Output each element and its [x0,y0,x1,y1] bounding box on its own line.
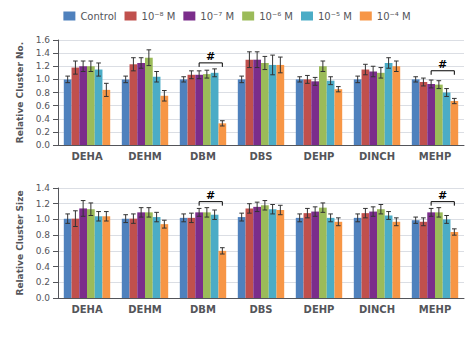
svg-text:10⁻⁴ M: 10⁻⁴ M [377,11,411,22]
svg-text:1.2: 1.2 [36,61,50,71]
svg-text:DEHP: DEHP [304,304,335,315]
svg-text:DBM: DBM [190,304,216,315]
svg-text:DEHP: DEHP [304,151,335,162]
svg-text:DEHA: DEHA [71,151,103,162]
svg-text:10⁻⁷ M: 10⁻⁷ M [200,11,234,22]
svg-text:1.0: 1.0 [36,74,51,84]
svg-text:0.8: 0.8 [36,88,51,98]
svg-text:0.2: 0.2 [36,127,50,137]
svg-text:10⁻⁶ M: 10⁻⁶ M [259,11,293,22]
svg-text:DINCH: DINCH [359,304,395,315]
svg-text:#: # [438,58,447,71]
svg-text:DEHA: DEHA [71,304,103,315]
svg-text:#: # [438,189,447,202]
svg-text:1.4: 1.4 [36,183,51,193]
svg-text:MEHP: MEHP [419,304,451,315]
svg-text:0.8: 0.8 [36,230,51,240]
svg-text:#: # [206,189,215,202]
svg-text:DEHM: DEHM [128,151,162,162]
svg-text:DBS: DBS [249,304,272,315]
svg-text:Control: Control [80,11,116,22]
svg-text:#: # [206,50,215,63]
svg-text:DBM: DBM [190,151,216,162]
svg-text:0.4: 0.4 [36,262,51,272]
svg-text:0.2: 0.2 [36,277,50,287]
svg-text:Relative Cluster No.: Relative Cluster No. [15,42,25,143]
svg-text:1.6: 1.6 [36,35,51,45]
svg-text:Relative Cluster Size: Relative Cluster Size [15,190,25,295]
svg-text:0.0: 0.0 [36,293,51,303]
svg-text:0.6: 0.6 [36,101,51,111]
svg-text:DINCH: DINCH [359,151,395,162]
svg-text:0.0: 0.0 [36,140,51,150]
svg-text:DEHM: DEHM [128,304,162,315]
svg-text:0.6: 0.6 [36,246,51,256]
svg-text:10⁻⁸ M: 10⁻⁸ M [142,11,176,22]
svg-text:1.2: 1.2 [36,199,50,209]
svg-text:1.0: 1.0 [36,214,51,224]
svg-text:MEHP: MEHP [419,151,451,162]
svg-text:DBS: DBS [249,151,272,162]
svg-text:0.4: 0.4 [36,114,51,124]
svg-text:1.4: 1.4 [36,48,51,58]
svg-text:10⁻⁵ M: 10⁻⁵ M [318,11,352,22]
